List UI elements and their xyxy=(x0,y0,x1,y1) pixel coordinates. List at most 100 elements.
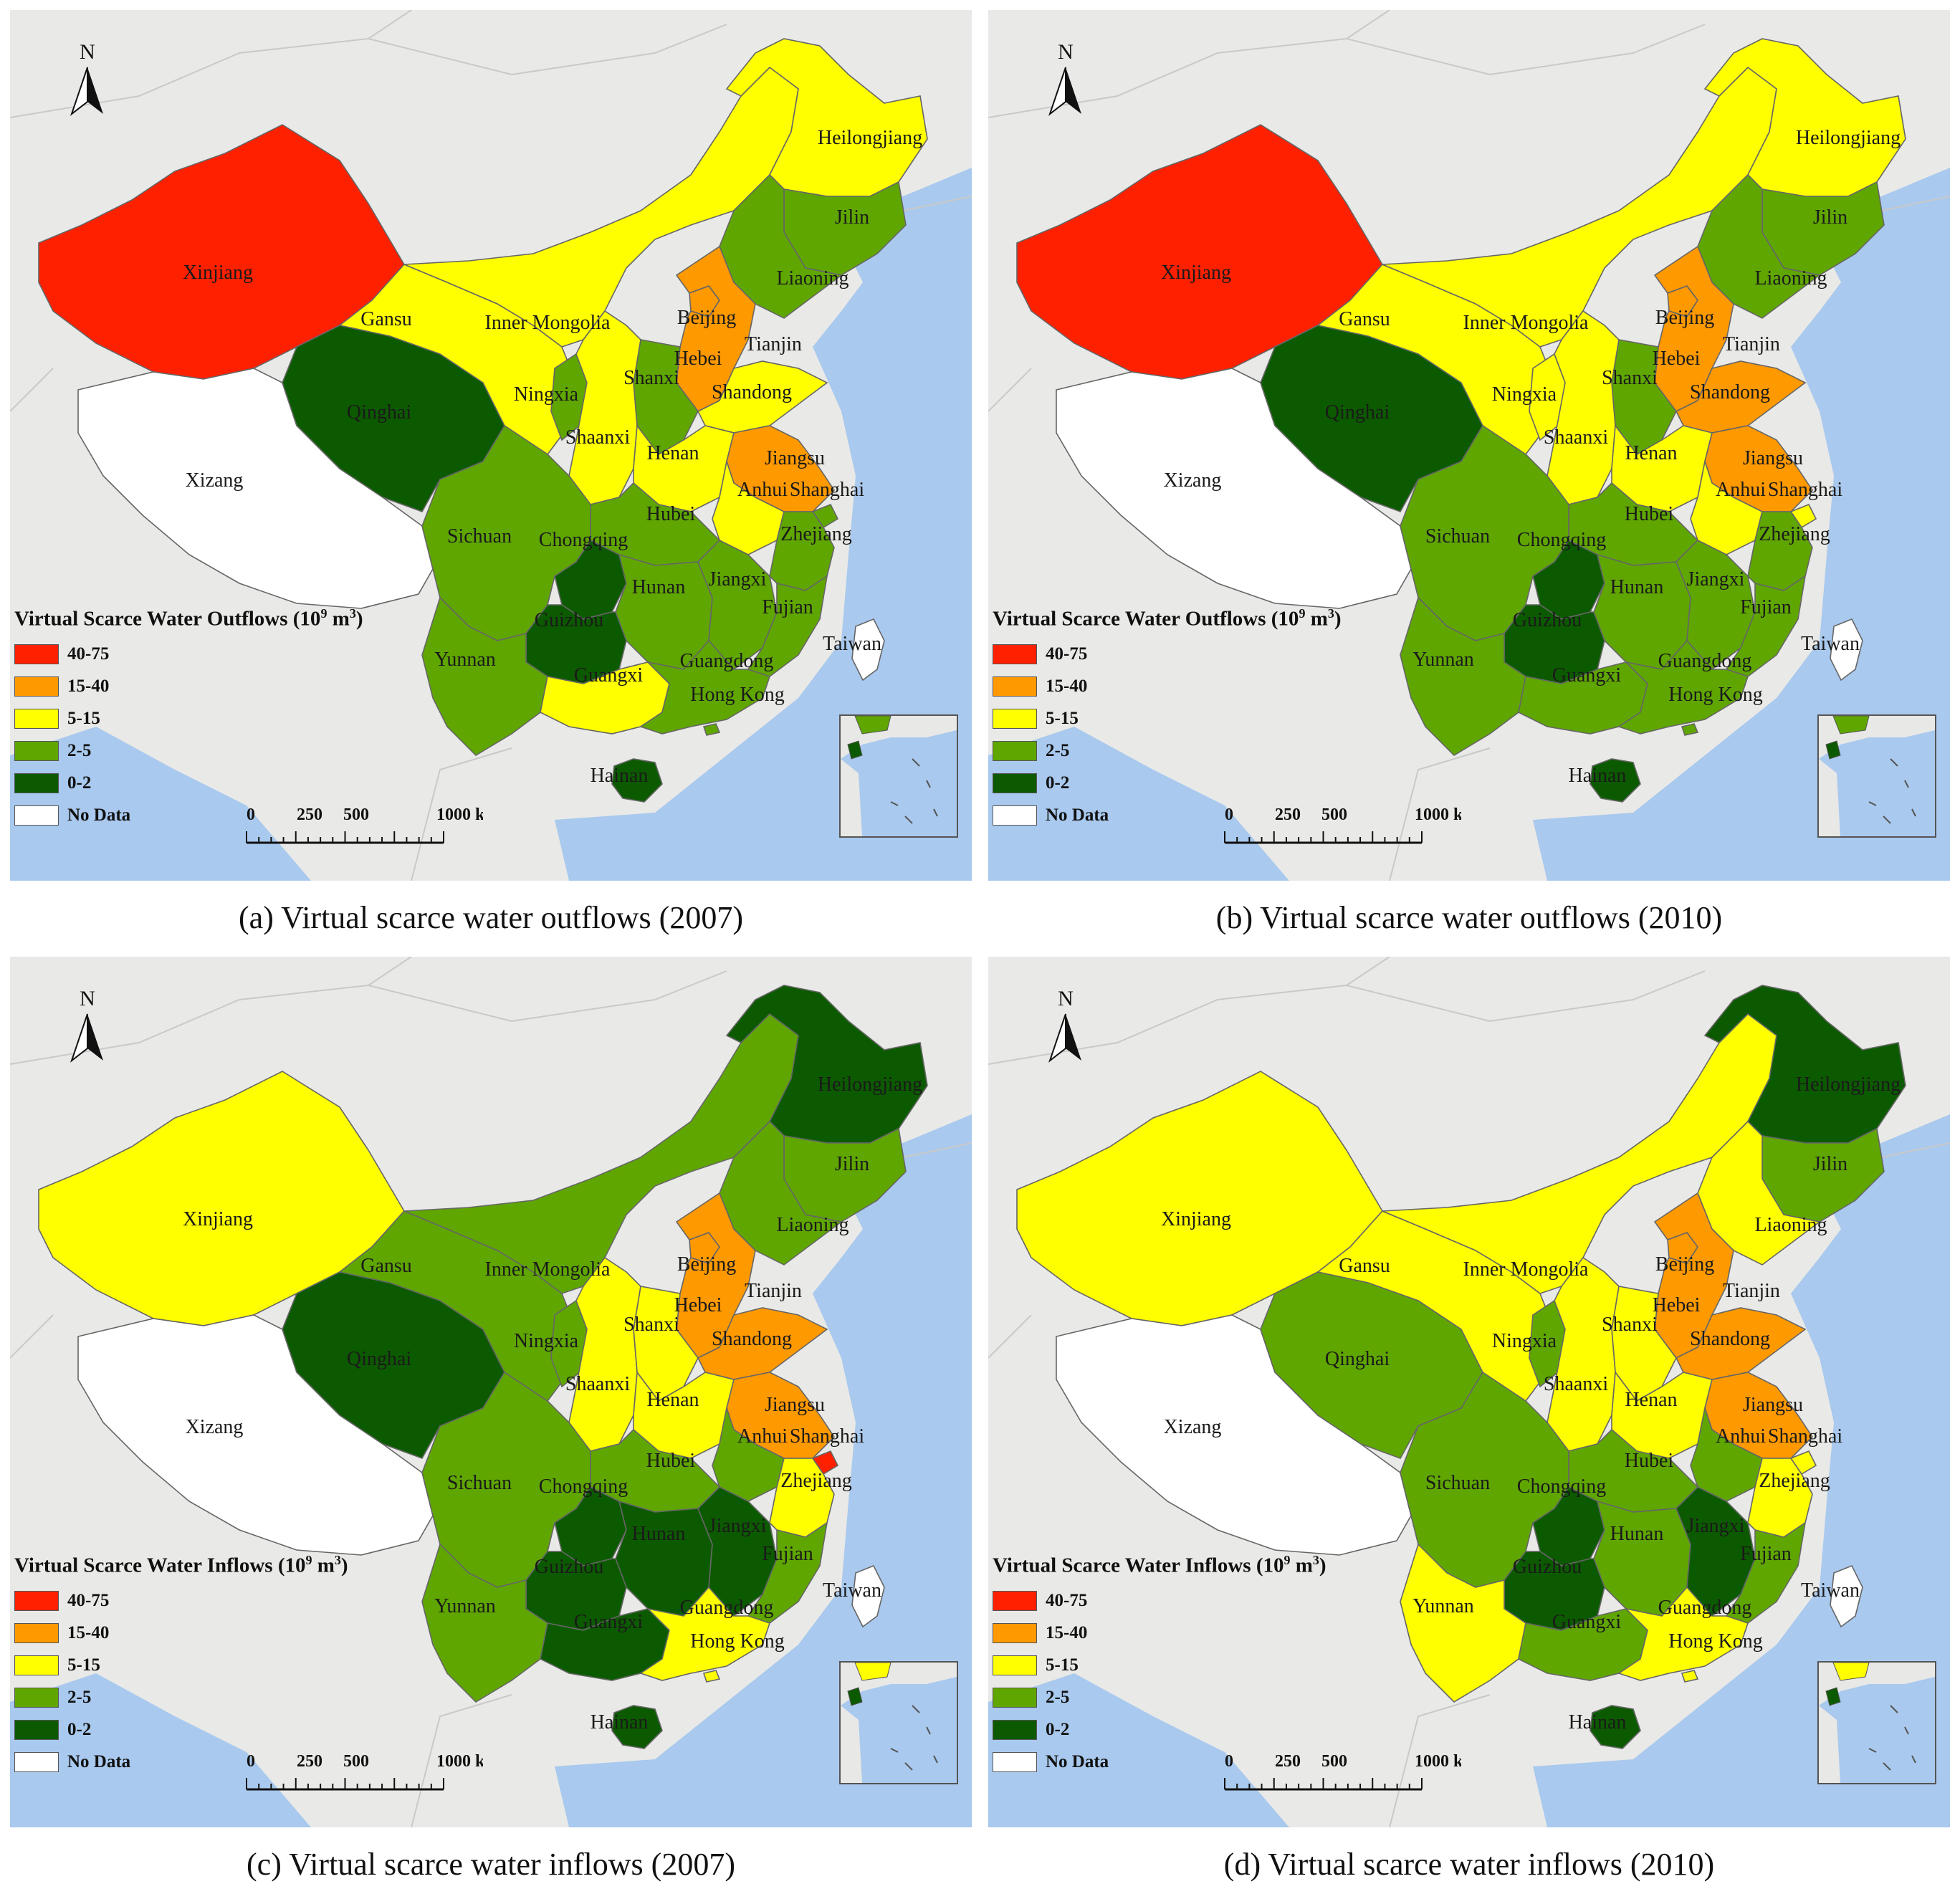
label-jilin: Jilin xyxy=(835,1153,869,1175)
legend-label: 5-15 xyxy=(67,1655,100,1675)
province-taiwan xyxy=(851,618,885,681)
scale-tick-label: 500 xyxy=(343,805,369,824)
legend-label: 5-15 xyxy=(1046,709,1079,729)
label-xizang: Xizang xyxy=(186,1416,244,1438)
province-taiwan xyxy=(851,1564,885,1628)
label-shaanxi: Shaanxi xyxy=(1544,1373,1608,1395)
legend-swatch xyxy=(993,709,1037,730)
legend-title: Virtual Scarce Water Inflows (109 m3) xyxy=(993,1553,1326,1577)
legend-swatch xyxy=(993,1591,1037,1612)
legend-label: 15-40 xyxy=(67,1623,110,1643)
label-hubei: Hubei xyxy=(1625,503,1674,525)
label-zhejiang: Zhejiang xyxy=(780,1470,852,1492)
legend-label: 40-75 xyxy=(67,644,110,664)
scale-bar: 0 250 500 1000 km xyxy=(239,1745,499,1802)
scale-tick-label: 250 xyxy=(297,805,322,824)
legend-swatch xyxy=(14,1752,59,1773)
label-shanghai: Shanghai xyxy=(1768,479,1842,501)
label-hebei: Hebei xyxy=(1653,348,1701,370)
label-heilongjiang: Heilongjiang xyxy=(1796,1073,1901,1096)
label-xizang: Xizang xyxy=(1164,469,1222,492)
label-beijing: Beijing xyxy=(677,307,736,329)
legend-item: No Data xyxy=(993,1746,1326,1779)
legend-swatch xyxy=(993,1752,1037,1773)
label-shanghai: Shanghai xyxy=(790,1425,864,1448)
legend-item: 5-15 xyxy=(14,1650,348,1682)
label-hong-kong: Hong Kong xyxy=(1668,1630,1762,1653)
label-tianjin: Tianjin xyxy=(1723,1280,1780,1302)
province-hainan xyxy=(611,1705,663,1749)
label-jiangsu: Jiangsu xyxy=(1743,447,1803,469)
scale-tick-label: 250 xyxy=(1275,805,1301,824)
label-jiangxi: Jiangxi xyxy=(1687,1515,1745,1537)
province-shaanxi xyxy=(568,1256,641,1452)
label-yunnan: Yunnan xyxy=(434,649,496,671)
legend-item: 40-75 xyxy=(993,638,1342,671)
sea-area xyxy=(10,727,311,881)
label-chongqing: Chongqing xyxy=(1517,529,1606,551)
label-jiangxi: Jiangxi xyxy=(1687,568,1745,590)
label-shanghai: Shanghai xyxy=(790,479,864,501)
province-zhejiang xyxy=(1747,511,1813,591)
legend-swatch xyxy=(993,741,1037,762)
label-fujian: Fujian xyxy=(1740,596,1792,618)
label-hunan: Hunan xyxy=(632,576,686,598)
neighbour-borders xyxy=(988,10,1950,881)
label-gansu: Gansu xyxy=(1339,1255,1390,1277)
province-zhejiang xyxy=(769,1458,835,1538)
label-gansu: Gansu xyxy=(360,308,412,330)
province-hong-kong xyxy=(702,723,721,736)
legend-swatch xyxy=(14,773,59,794)
legend-item: 2-5 xyxy=(14,1682,348,1714)
caption-d: (d) Virtual scarce water inflows (2010) xyxy=(1223,1847,1715,1882)
label-hong-kong: Hong Kong xyxy=(690,1630,784,1653)
scale-tick-label: 1000 km xyxy=(436,805,483,824)
label-gansu: Gansu xyxy=(360,1255,412,1277)
north-arrow-icon: N xyxy=(1044,985,1087,1068)
svg-text:N: N xyxy=(80,987,95,1010)
legend-label: 40-75 xyxy=(1046,644,1088,664)
sea-area xyxy=(1533,168,1950,881)
sea-area xyxy=(1533,1114,1950,1827)
label-jilin: Jilin xyxy=(1813,206,1847,229)
label-inner-mongolia: Inner Mongolia xyxy=(1463,1258,1589,1281)
legend-label: 15-40 xyxy=(1046,676,1088,697)
legend-swatch xyxy=(993,805,1037,826)
legend-item: 2-5 xyxy=(993,735,1342,767)
province-taiwan xyxy=(1830,618,1863,681)
legend-item: 0-2 xyxy=(14,1714,348,1746)
legend-swatch xyxy=(14,1688,59,1708)
label-hong-kong: Hong Kong xyxy=(690,684,784,706)
caption-c: (c) Virtual scarce water inflows (2007) xyxy=(247,1847,735,1882)
legend-title: Virtual Scarce Water Outflows (109 m3) xyxy=(14,606,363,631)
label-guangxi: Guangxi xyxy=(574,1611,644,1633)
legend-swatch xyxy=(14,1720,59,1741)
legend-label: 5-15 xyxy=(67,709,100,729)
province-hong-kong xyxy=(1681,1670,1699,1683)
legend-item: 40-75 xyxy=(993,1585,1326,1617)
label-anhui: Anhui xyxy=(1716,1425,1766,1448)
legend-item: 0-2 xyxy=(993,767,1342,800)
legend-label: 2-5 xyxy=(67,741,92,761)
province-taiwan xyxy=(1830,1564,1863,1628)
legend: Virtual Scarce Water Inflows (109 m3) 40-… xyxy=(14,1553,348,1779)
legend-item: 2-5 xyxy=(993,1682,1326,1714)
sea-area xyxy=(555,1114,972,1827)
label-hainan: Hainan xyxy=(591,765,649,787)
label-taiwan: Taiwan xyxy=(1801,633,1860,655)
label-xinjiang: Xinjiang xyxy=(183,1208,253,1230)
label-ningxia: Ningxia xyxy=(514,1330,579,1352)
label-gansu: Gansu xyxy=(1339,308,1390,330)
legend-item: 0-2 xyxy=(14,767,363,800)
label-yunnan: Yunnan xyxy=(1412,649,1474,671)
legend-item: 0-2 xyxy=(993,1714,1326,1746)
label-guangdong: Guangdong xyxy=(680,650,774,672)
scale-tick-label: 0 xyxy=(247,805,255,824)
scale-tick-label: 0 xyxy=(1225,805,1233,824)
legend-label: 0-2 xyxy=(1046,1720,1070,1740)
legend-item: No Data xyxy=(993,800,1342,832)
label-anhui: Anhui xyxy=(737,1425,788,1448)
label-tianjin: Tianjin xyxy=(1723,333,1780,355)
label-shandong: Shandong xyxy=(1690,381,1770,403)
legend-item: 5-15 xyxy=(993,1650,1326,1682)
